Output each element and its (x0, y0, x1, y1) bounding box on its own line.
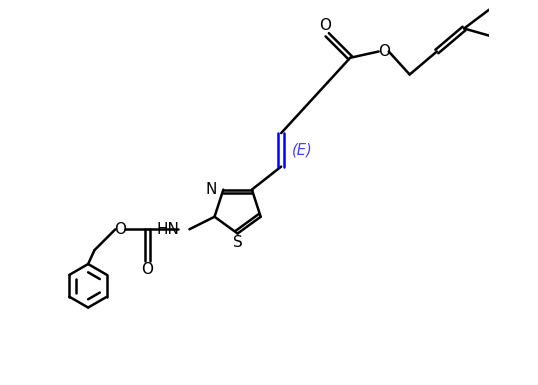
Text: N: N (206, 182, 217, 197)
Text: HN: HN (156, 222, 179, 237)
Text: (E): (E) (292, 142, 313, 157)
Text: O: O (141, 261, 153, 276)
Text: O: O (319, 18, 331, 33)
Text: S: S (233, 235, 243, 250)
Text: O: O (378, 44, 390, 59)
Text: O: O (115, 222, 126, 237)
